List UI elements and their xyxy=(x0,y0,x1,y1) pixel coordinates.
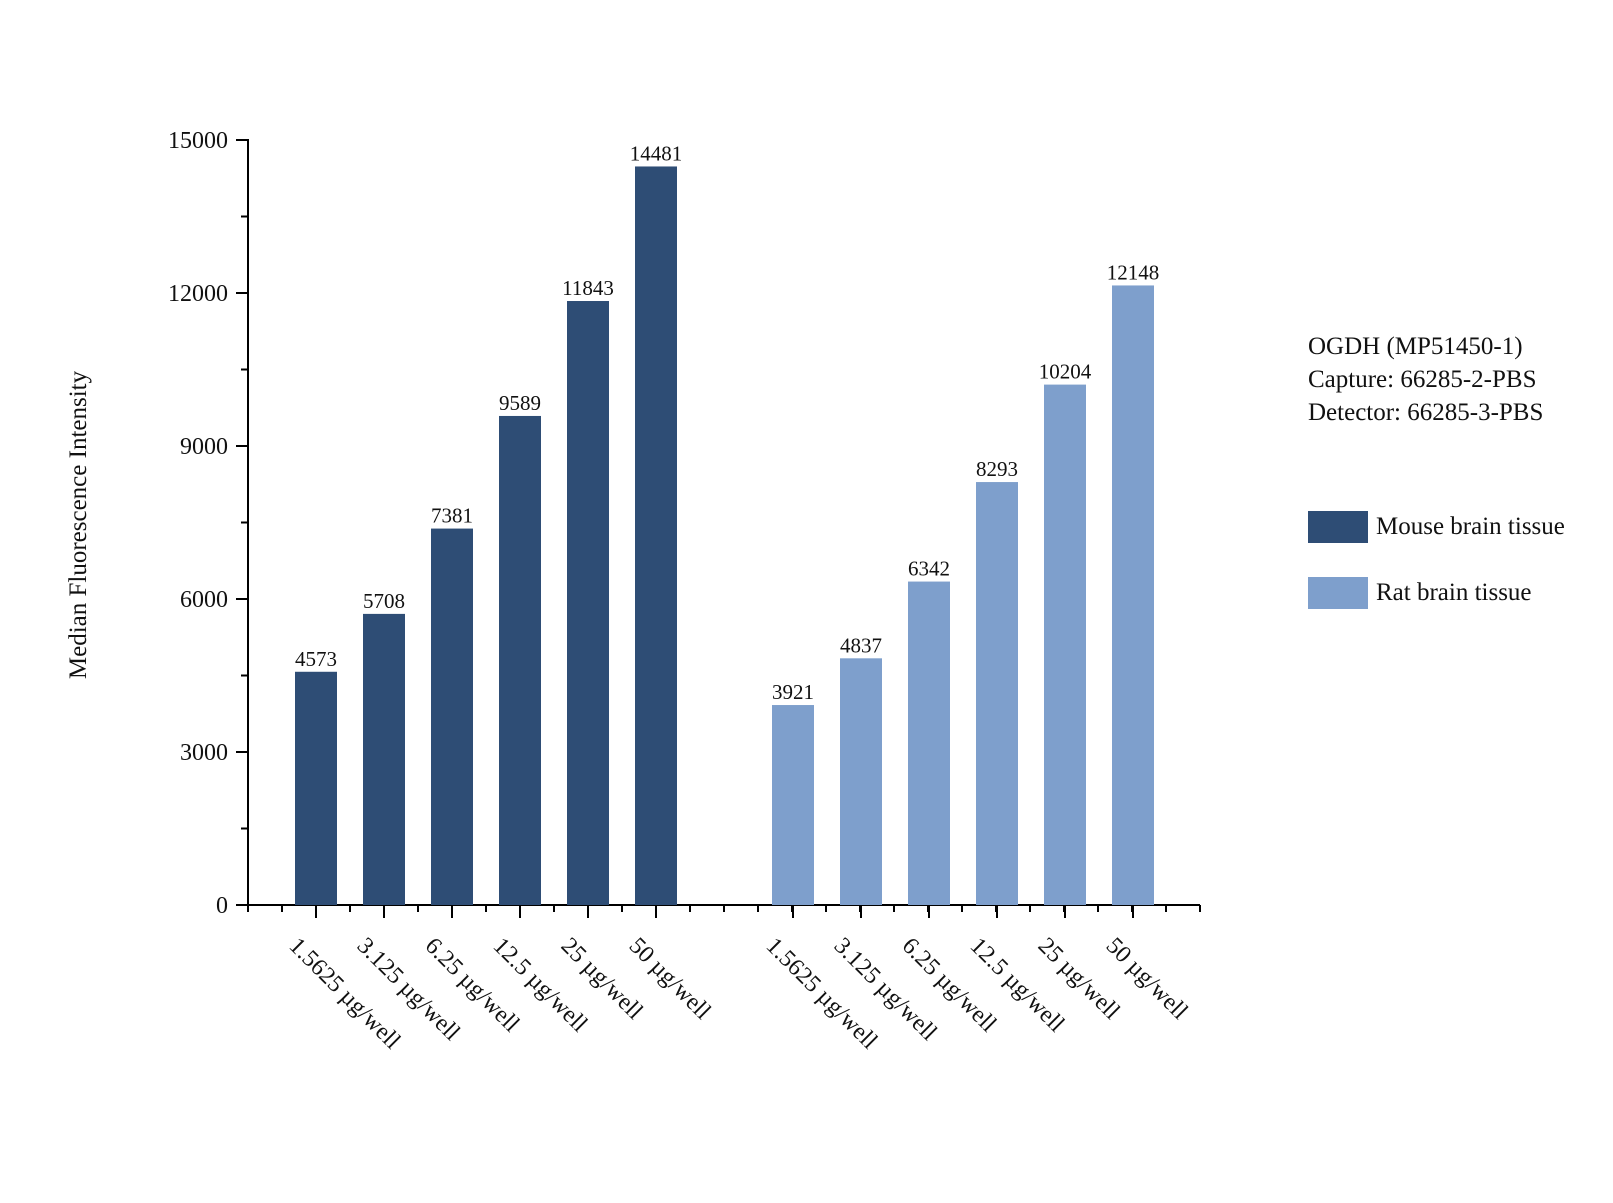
bar xyxy=(1044,384,1086,905)
legend-swatch-rat xyxy=(1308,577,1368,609)
bar xyxy=(635,166,677,905)
bar xyxy=(1112,285,1154,905)
data-label: 8293 xyxy=(976,457,1018,481)
legend-label-mouse: Mouse brain tissue xyxy=(1376,513,1565,540)
y-tick-label: 12000 xyxy=(168,281,228,307)
data-label: 4573 xyxy=(295,647,337,671)
legend-item-rat: Rat brain tissue xyxy=(1308,575,1565,611)
bar xyxy=(431,528,473,905)
y-tick-label: 15000 xyxy=(168,128,228,154)
data-label: 10204 xyxy=(1039,360,1092,384)
bar xyxy=(295,671,337,905)
bar xyxy=(363,613,405,905)
data-label: 6342 xyxy=(908,557,950,581)
y-axis-label: Median Fluorescence Intensity xyxy=(65,370,92,679)
data-label: 5708 xyxy=(363,589,405,613)
chart-annotation: OGDH (MP51450-1) Capture: 66285-2-PBS De… xyxy=(1308,330,1565,429)
data-label: 9589 xyxy=(499,391,541,415)
annotation-line-3: Detector: 66285-3-PBS xyxy=(1308,399,1544,426)
bar xyxy=(567,301,609,906)
legend-label-rat: Rat brain tissue xyxy=(1376,579,1532,606)
bar xyxy=(772,705,814,905)
bar xyxy=(908,581,950,905)
bar xyxy=(976,482,1018,905)
data-label: 14481 xyxy=(630,141,683,165)
axes: 0 3000 6000 9000 12000 15000 xyxy=(168,128,1201,919)
data-label: 12148 xyxy=(1107,260,1160,284)
bar xyxy=(499,415,541,905)
legend: OGDH (MP51450-1) Capture: 66285-2-PBS De… xyxy=(1308,330,1565,641)
data-label: 4837 xyxy=(840,633,882,657)
y-tick-label: 3000 xyxy=(180,740,228,766)
legend-swatch-mouse xyxy=(1308,511,1368,543)
data-label: 11843 xyxy=(562,276,614,300)
y-tick-label: 9000 xyxy=(180,434,228,460)
annotation-line-2: Capture: 66285-2-PBS xyxy=(1308,366,1537,393)
data-label: 3921 xyxy=(772,680,814,704)
legend-item-mouse: Mouse brain tissue xyxy=(1308,509,1565,545)
y-tick-label: 6000 xyxy=(180,587,228,613)
y-tick-label: 0 xyxy=(216,893,228,919)
bar xyxy=(840,658,882,905)
bars xyxy=(295,166,1154,906)
annotation-line-1: OGDH (MP51450-1) xyxy=(1308,333,1523,360)
data-label: 7381 xyxy=(431,504,473,528)
